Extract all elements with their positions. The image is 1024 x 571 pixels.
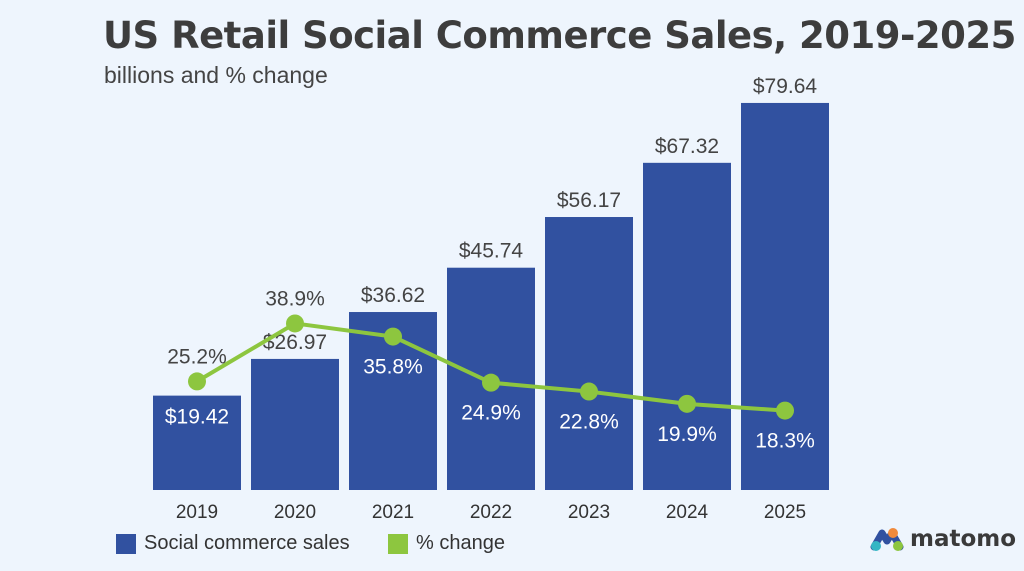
x-tick-label: 2024 [666,502,709,523]
bar-value-label: $36.62 [361,284,425,307]
x-tick-label: 2019 [176,502,218,523]
pct-point-2019 [188,372,206,391]
legend-label: % change [416,532,505,554]
matomo-logo-icon [870,528,904,551]
bar-value-label: $67.32 [655,135,719,158]
bar-value-label: $45.74 [459,240,524,263]
pct-value-label: 38.9% [265,287,325,310]
x-tick-label: 2022 [470,502,512,523]
pct-point-2020 [286,314,304,333]
pct-point-2022 [482,373,500,392]
bar-2024 [643,162,731,490]
matomo-logo: matomo [870,526,1016,552]
bar-value-label: $79.64 [753,75,818,98]
pct-value-label: 22.8% [559,411,619,434]
pct-point-2025 [776,401,794,420]
bar-2019 [153,395,241,490]
pct-value-label: 25.2% [167,345,227,368]
pct-value-label: 18.3% [755,430,815,453]
pct-value-label: 35.8% [363,356,423,379]
bar-2020 [251,358,339,490]
pct-value-label: 24.9% [461,402,521,425]
chart-subtitle: billions and % change [104,62,328,88]
legend-swatch-line [388,533,408,554]
bar-2025 [741,102,829,491]
x-tick-label: 2020 [274,502,316,523]
bar-value-label: $19.42 [165,406,229,429]
legend-item-sales: Social commerce sales [116,532,350,555]
bar-value-label: $56.17 [557,189,621,212]
pct-value-label: 19.9% [657,423,717,446]
logo-text: matomo [910,526,1017,552]
chart-title: US Retail Social Commerce Sales, 2019-20… [103,14,1016,57]
legend-item-change: % change [388,532,505,555]
bar-value-label: $26.97 [263,331,327,354]
pct-point-2023 [580,382,598,401]
bar-2023 [545,217,633,490]
pct-point-2021 [384,327,402,346]
x-tick-label: 2025 [764,502,806,523]
pct-point-2024 [678,394,696,413]
legend-label: Social commerce sales [144,532,350,554]
x-tick-label: 2021 [372,502,414,523]
legend-swatch-bar [116,533,136,554]
x-tick-label: 2023 [568,502,610,523]
